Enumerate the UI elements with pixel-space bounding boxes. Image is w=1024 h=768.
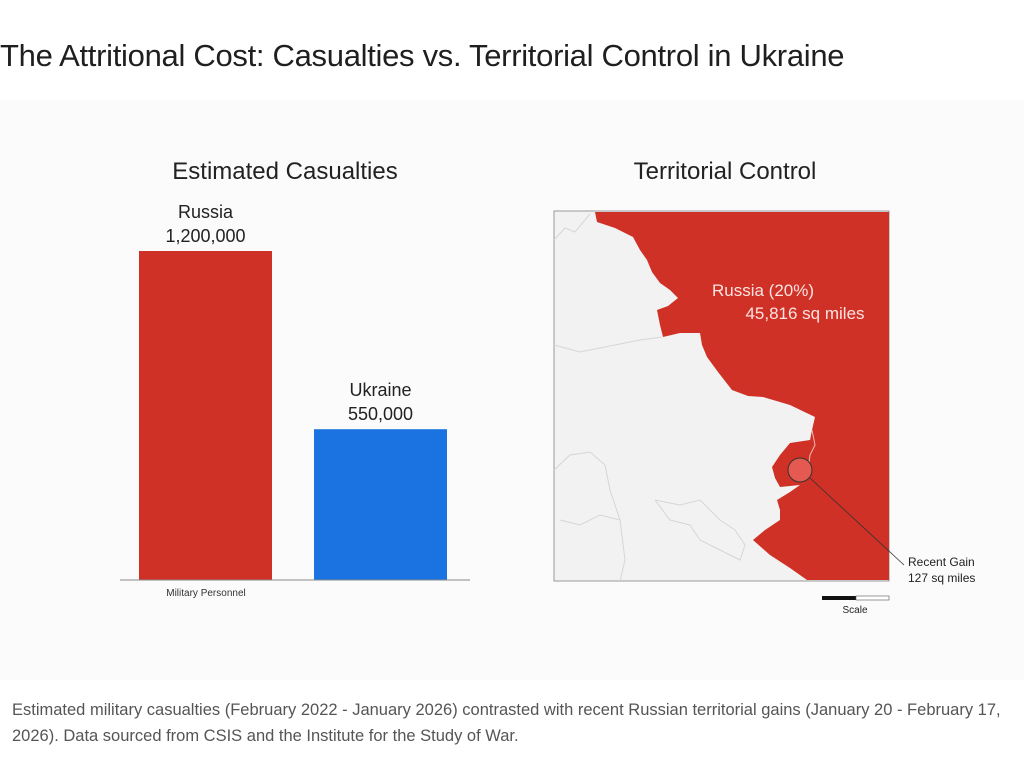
- bar-value-label: 1,200,000: [165, 226, 245, 246]
- x-axis-label: Military Personnel: [166, 588, 245, 599]
- bar-value-label: 550,000: [348, 404, 413, 424]
- map-title: Territorial Control: [633, 158, 817, 185]
- callout-label: Recent Gain: [908, 555, 975, 569]
- callout-value: 127 sq miles: [908, 571, 975, 585]
- scale-bar-dark: [822, 596, 856, 600]
- scale-bar-light: [855, 595, 890, 601]
- scale-label: Scale: [842, 605, 867, 616]
- bar-category-label: Ukraine: [349, 380, 411, 400]
- province-borders: [553, 213, 746, 582]
- bar-ukraine: [314, 429, 447, 580]
- callout-line: [809, 477, 905, 566]
- recent-gain-marker: [787, 457, 813, 483]
- territory-map: Russia (20%) 45,816 sq miles Recent Gain…: [553, 210, 975, 616]
- russia-controlled-area: [595, 212, 889, 580]
- bar-chart: Military Personnel Russia 1,200,000 Ukrain…: [120, 202, 470, 599]
- bar-russia: [139, 251, 272, 580]
- bar-chart-title: Estimated Casualties: [172, 158, 398, 185]
- russia-region-label: Russia (20%): [712, 281, 814, 300]
- figure-caption: Estimated military casualties (February …: [12, 701, 1001, 745]
- russia-region-value: 45,816 sq miles: [745, 304, 864, 323]
- page-title: The Attritional Cost: Casualties vs. Ter…: [0, 38, 845, 73]
- bar-category-label: Russia: [178, 202, 234, 222]
